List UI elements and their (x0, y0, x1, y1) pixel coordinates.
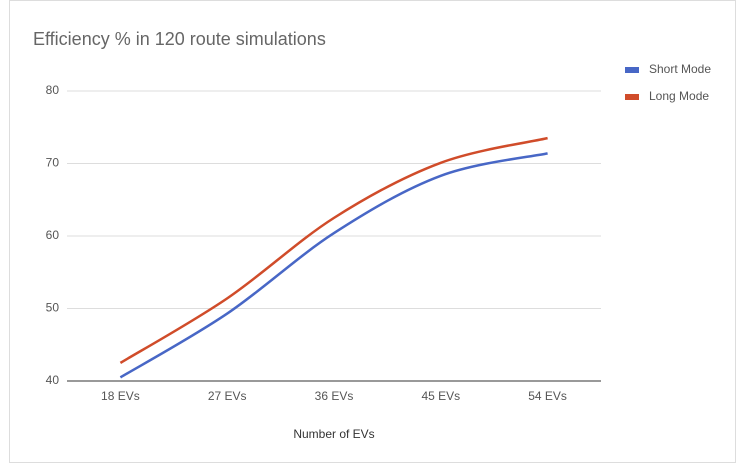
y-tick-label: 40 (46, 373, 60, 387)
x-tick-label: 18 EVs (101, 389, 140, 403)
chart-title: Efficiency % in 120 route simulations (33, 29, 326, 49)
x-tick-label: 54 EVs (528, 389, 567, 403)
y-tick-label: 60 (46, 228, 60, 242)
y-tick-label: 80 (46, 83, 60, 97)
x-tick-label: 36 EVs (315, 389, 354, 403)
legend-swatch (625, 94, 639, 100)
chart-border (9, 0, 736, 463)
series-line (119, 152, 548, 379)
legend-label: Long Mode (649, 89, 709, 103)
y-tick-label: 50 (46, 301, 60, 315)
series-line (119, 136, 548, 364)
x-tick-label: 45 EVs (421, 389, 460, 403)
y-tick-label: 70 (46, 156, 60, 170)
x-axis-label: Number of EVs (293, 427, 374, 441)
legend-label: Short Mode (649, 62, 711, 76)
legend-swatch (625, 67, 639, 73)
x-tick-label: 27 EVs (208, 389, 247, 403)
